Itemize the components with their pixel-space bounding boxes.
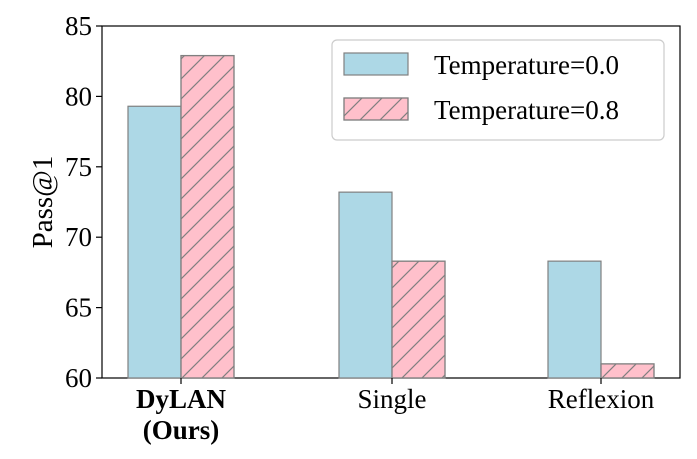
x-category-label: DyLAN [136, 384, 227, 414]
bar-hatch-overlay [391, 260, 446, 379]
y-ticks: 60 65 70 75 80 85 [65, 11, 102, 393]
y-tick-label: 65 [65, 293, 92, 323]
legend-label: Temperature=0.8 [434, 95, 619, 125]
y-axis-label: Pass@1 [27, 156, 59, 249]
legend-swatch-hatch [343, 97, 409, 121]
legend-label: Temperature=0.0 [434, 50, 619, 80]
y-tick-label: 85 [65, 11, 92, 41]
x-category-label: Single [357, 384, 426, 414]
bar-hatch-overlay [600, 363, 655, 379]
bar-temp-0-0 [547, 260, 602, 379]
legend-box [331, 39, 665, 141]
bars [127, 54, 655, 379]
y-tick-label: 60 [65, 363, 92, 393]
bar-temp-0-0 [338, 191, 393, 379]
x-categories: DyLAN(Ours) Single Reflexion [136, 378, 655, 445]
bar-temp-0-0 [127, 105, 182, 379]
legend-swatch [343, 52, 409, 76]
x-category-label: Reflexion [548, 384, 655, 414]
legend: Temperature=0.0 Temperature=0.8 [331, 39, 665, 141]
y-tick-label: 80 [65, 81, 92, 111]
y-tick-label: 75 [65, 152, 92, 182]
bar-hatch-overlay [180, 54, 235, 379]
y-tick-label: 70 [65, 222, 92, 252]
x-category-label: (Ours) [143, 415, 220, 445]
